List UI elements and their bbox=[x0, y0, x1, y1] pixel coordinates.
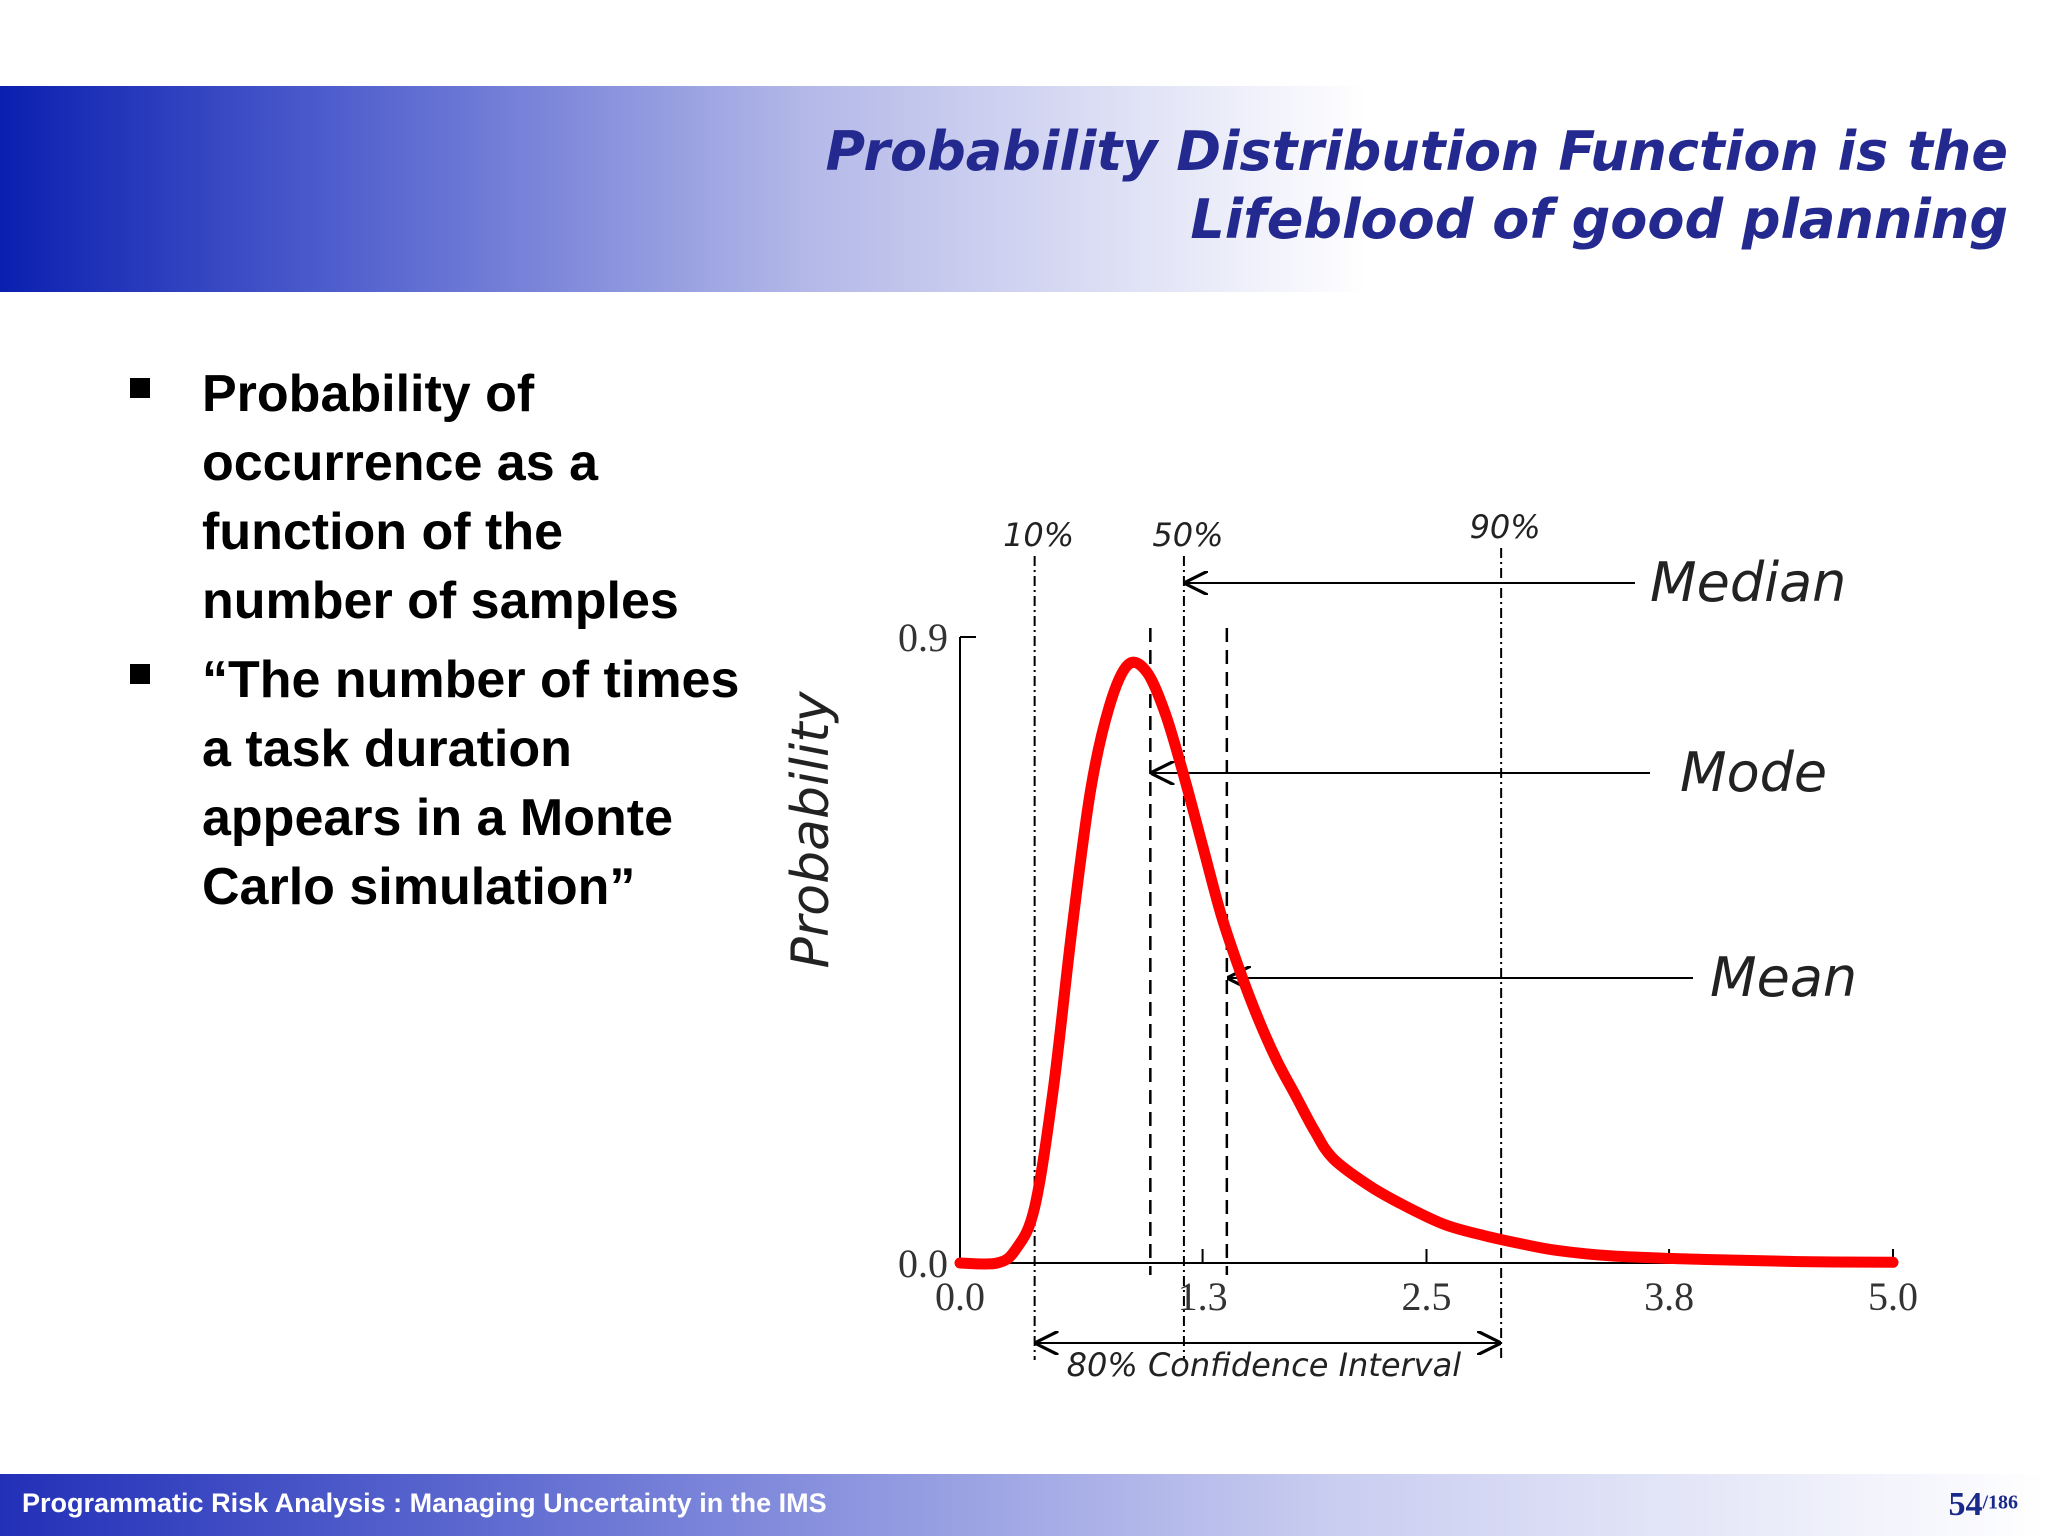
annotation-label: Median bbox=[1650, 551, 1846, 614]
bullet-text: Probability of occurrence as a function … bbox=[202, 365, 679, 630]
bullet-item: Probability of occurrence as a function … bbox=[120, 360, 760, 636]
square-bullet-icon bbox=[130, 664, 150, 684]
confidence-interval-label: 80% Confidence Interval bbox=[1067, 1346, 1462, 1384]
y-tick-label: 0.9 bbox=[898, 615, 948, 660]
page-number: 54/186 bbox=[1948, 1486, 2018, 1524]
y-tick-label: 0.0 bbox=[898, 1241, 948, 1286]
bullet-list: Probability of occurrence as a function … bbox=[120, 360, 760, 932]
x-tick-label: 2.5 bbox=[1402, 1274, 1452, 1319]
distribution-curve bbox=[954, 656, 1899, 1270]
pdf-chart: 0.0 1.3 2.5 3.8 5.0 0.9 0.0 Probability 10% 50% 90… bbox=[781, 508, 1918, 1384]
annotation-label: Mean bbox=[1710, 946, 1857, 1009]
x-tick-label: 5.0 bbox=[1868, 1274, 1918, 1319]
y-axis-title: Probability bbox=[781, 690, 841, 968]
title-line-1: Probability Distribution Function is the bbox=[825, 120, 2008, 183]
annotation-label: Mode bbox=[1680, 741, 1827, 804]
bullet-text: “The number of times a task duration app… bbox=[202, 651, 740, 916]
header-band bbox=[0, 86, 2010, 292]
x-tick-label: 0.0 bbox=[935, 1274, 985, 1319]
footer-bar: Programmatic Risk Analysis : Managing Un… bbox=[0, 1474, 2048, 1536]
page-total: /186 bbox=[1982, 1491, 2018, 1514]
slide-title: Probability Distribution Function is the… bbox=[608, 118, 2008, 254]
percentile-label: 90% bbox=[1470, 508, 1541, 546]
x-tick-label: 1.3 bbox=[1178, 1274, 1228, 1319]
percentile-label: 10% bbox=[1003, 516, 1074, 554]
title-line-2: Lifeblood of good planning bbox=[1190, 188, 2008, 251]
percentile-label: 50% bbox=[1152, 516, 1223, 554]
x-tick-label: 3.8 bbox=[1644, 1274, 1694, 1319]
page-current: 54 bbox=[1948, 1486, 1983, 1523]
square-bullet-icon bbox=[130, 378, 150, 398]
footer-text: Programmatic Risk Analysis : Managing Un… bbox=[22, 1488, 827, 1518]
bullet-item: “The number of times a task duration app… bbox=[120, 646, 760, 922]
